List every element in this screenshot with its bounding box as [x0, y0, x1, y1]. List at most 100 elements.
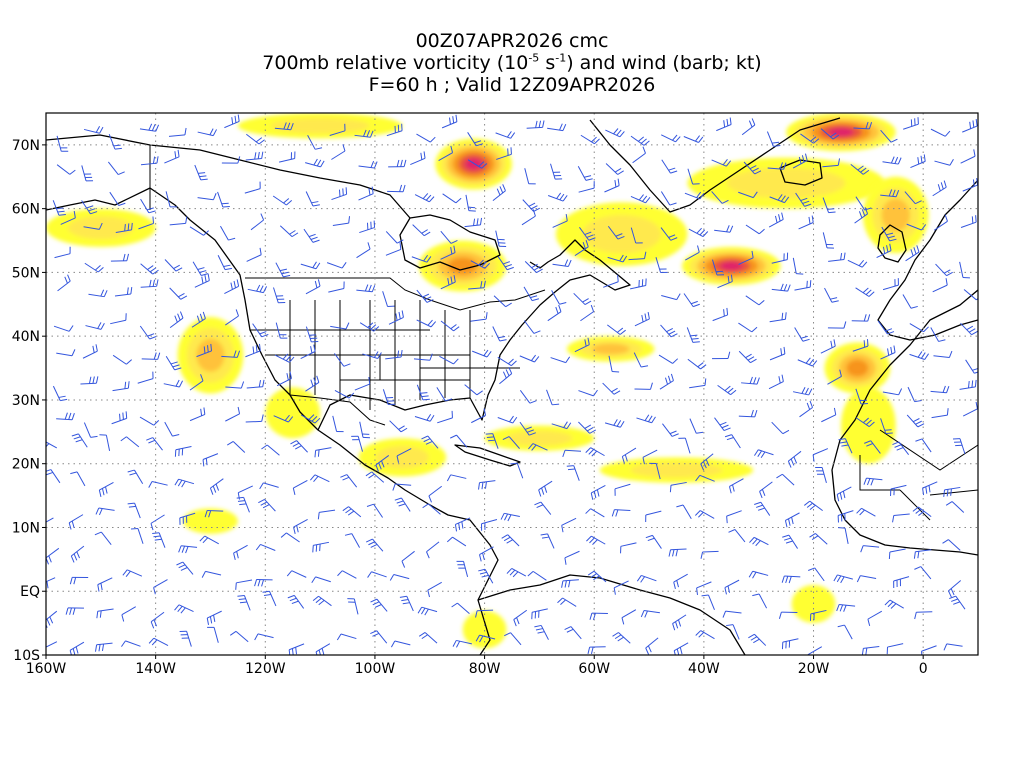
wind-barb-staff	[855, 388, 862, 405]
wind-barb-feather	[667, 375, 671, 383]
wind-barb-feather	[726, 118, 729, 126]
wind-barb-feather	[567, 259, 572, 267]
wind-barb-feather	[859, 509, 865, 516]
wind-barb-feather	[677, 619, 682, 627]
wind-barb-feather	[866, 443, 874, 447]
wind-barb-feather	[839, 369, 842, 377]
wind-barb-feather	[318, 649, 321, 655]
wind-barb-feather	[175, 267, 183, 272]
wind-barb	[478, 568, 494, 584]
wind-barb-staff	[820, 345, 836, 354]
wind-barb	[960, 322, 978, 336]
wind-barb-feather	[638, 194, 644, 201]
wind-barb	[65, 607, 84, 615]
wind-barb-feather	[621, 617, 625, 625]
wind-barb-feather	[591, 136, 597, 143]
wind-barb-staff	[126, 569, 143, 577]
wind-barb-staff	[386, 130, 403, 137]
wind-barb-feather	[534, 624, 542, 628]
wind-barb	[696, 581, 712, 595]
wind-barb-feather	[399, 595, 407, 598]
wind-barb	[659, 373, 674, 390]
greenland-coast	[589, 117, 841, 213]
wind-barb	[427, 581, 442, 598]
wind-barb	[392, 483, 412, 491]
wind-barb-feather	[506, 539, 513, 544]
wind-barb-feather	[221, 202, 229, 205]
wind-barb-feather	[235, 309, 239, 317]
wind-barb-staff	[930, 390, 947, 394]
wind-barb-feather	[619, 329, 626, 335]
wind-barb	[245, 414, 264, 423]
wind-barb-feather	[666, 328, 673, 333]
wind-barb	[114, 286, 133, 297]
wind-barb-feather	[287, 416, 294, 423]
wind-barb-feather	[286, 200, 293, 206]
wind-barb-staff	[57, 280, 71, 292]
wind-barb-feather	[44, 583, 45, 590]
wind-barb-feather	[368, 188, 371, 196]
wind-barb	[273, 414, 294, 423]
wind-barb	[738, 409, 758, 418]
wind-barb-feather	[864, 207, 872, 211]
vorticity-contour-level-2	[506, 430, 573, 446]
gulf-coast	[317, 239, 631, 431]
wind-barb-feather	[290, 123, 294, 130]
wind-barb-feather	[95, 126, 101, 133]
wind-barb-staff	[959, 386, 976, 390]
wind-barb-staff	[759, 481, 773, 492]
wind-barb-feather	[679, 647, 683, 655]
wind-barb-feather	[127, 469, 135, 473]
wind-barb-feather	[645, 197, 651, 204]
wind-barb	[860, 545, 880, 553]
wind-barb	[748, 570, 769, 579]
wind-barb-staff	[293, 479, 308, 489]
wind-barb	[255, 543, 276, 551]
wind-barb	[194, 164, 208, 181]
wind-barb-feather	[690, 300, 698, 305]
wind-barb-feather	[530, 205, 538, 210]
wind-barb	[414, 413, 435, 422]
vorticity-feature	[681, 246, 781, 286]
wind-barb	[385, 231, 404, 244]
wind-barb-staff	[683, 293, 694, 307]
wind-barb-feather	[811, 535, 819, 541]
wind-barb-staff	[276, 378, 292, 387]
wind-barb	[683, 135, 704, 143]
wind-barb	[261, 444, 280, 456]
wind-barb-staff	[962, 408, 978, 417]
wind-barb	[356, 242, 371, 259]
wind-barb-staff	[861, 507, 876, 517]
wind-barb-staff	[401, 497, 411, 512]
wind-barb-staff	[100, 531, 112, 545]
wind-barb-staff	[140, 263, 154, 275]
wind-barb-feather	[450, 324, 457, 330]
wind-barb-staff	[305, 191, 314, 207]
wind-barb-staff	[46, 577, 56, 583]
wind-barb-feather	[125, 411, 128, 419]
wind-barb-staff	[590, 508, 605, 518]
wind-barb-feather	[670, 333, 678, 338]
wind-barb-staff	[822, 164, 839, 168]
wind-barb	[854, 207, 869, 224]
wind-barb-staff	[523, 286, 533, 301]
wind-barb-feather	[114, 147, 122, 150]
wind-barb-feather	[886, 232, 894, 236]
wind-barb	[587, 646, 606, 655]
wind-barb-feather	[787, 460, 792, 468]
wind-barb-staff	[83, 226, 100, 230]
wind-barb-staff	[660, 324, 672, 338]
wind-barb-staff	[882, 284, 899, 291]
wind-barb	[141, 352, 161, 360]
wind-barb-feather	[100, 323, 105, 330]
wind-barb-staff	[552, 263, 569, 267]
wind-barb-feather	[912, 418, 920, 423]
wind-barb-feather	[586, 426, 594, 432]
wind-barb-staff	[134, 502, 141, 519]
wind-barb-feather	[694, 135, 701, 142]
wind-barb-staff	[189, 413, 206, 422]
wind-barb	[140, 156, 159, 166]
wind-barb-feather	[530, 295, 538, 299]
wind-barb	[485, 433, 499, 449]
wind-barb	[585, 508, 605, 518]
